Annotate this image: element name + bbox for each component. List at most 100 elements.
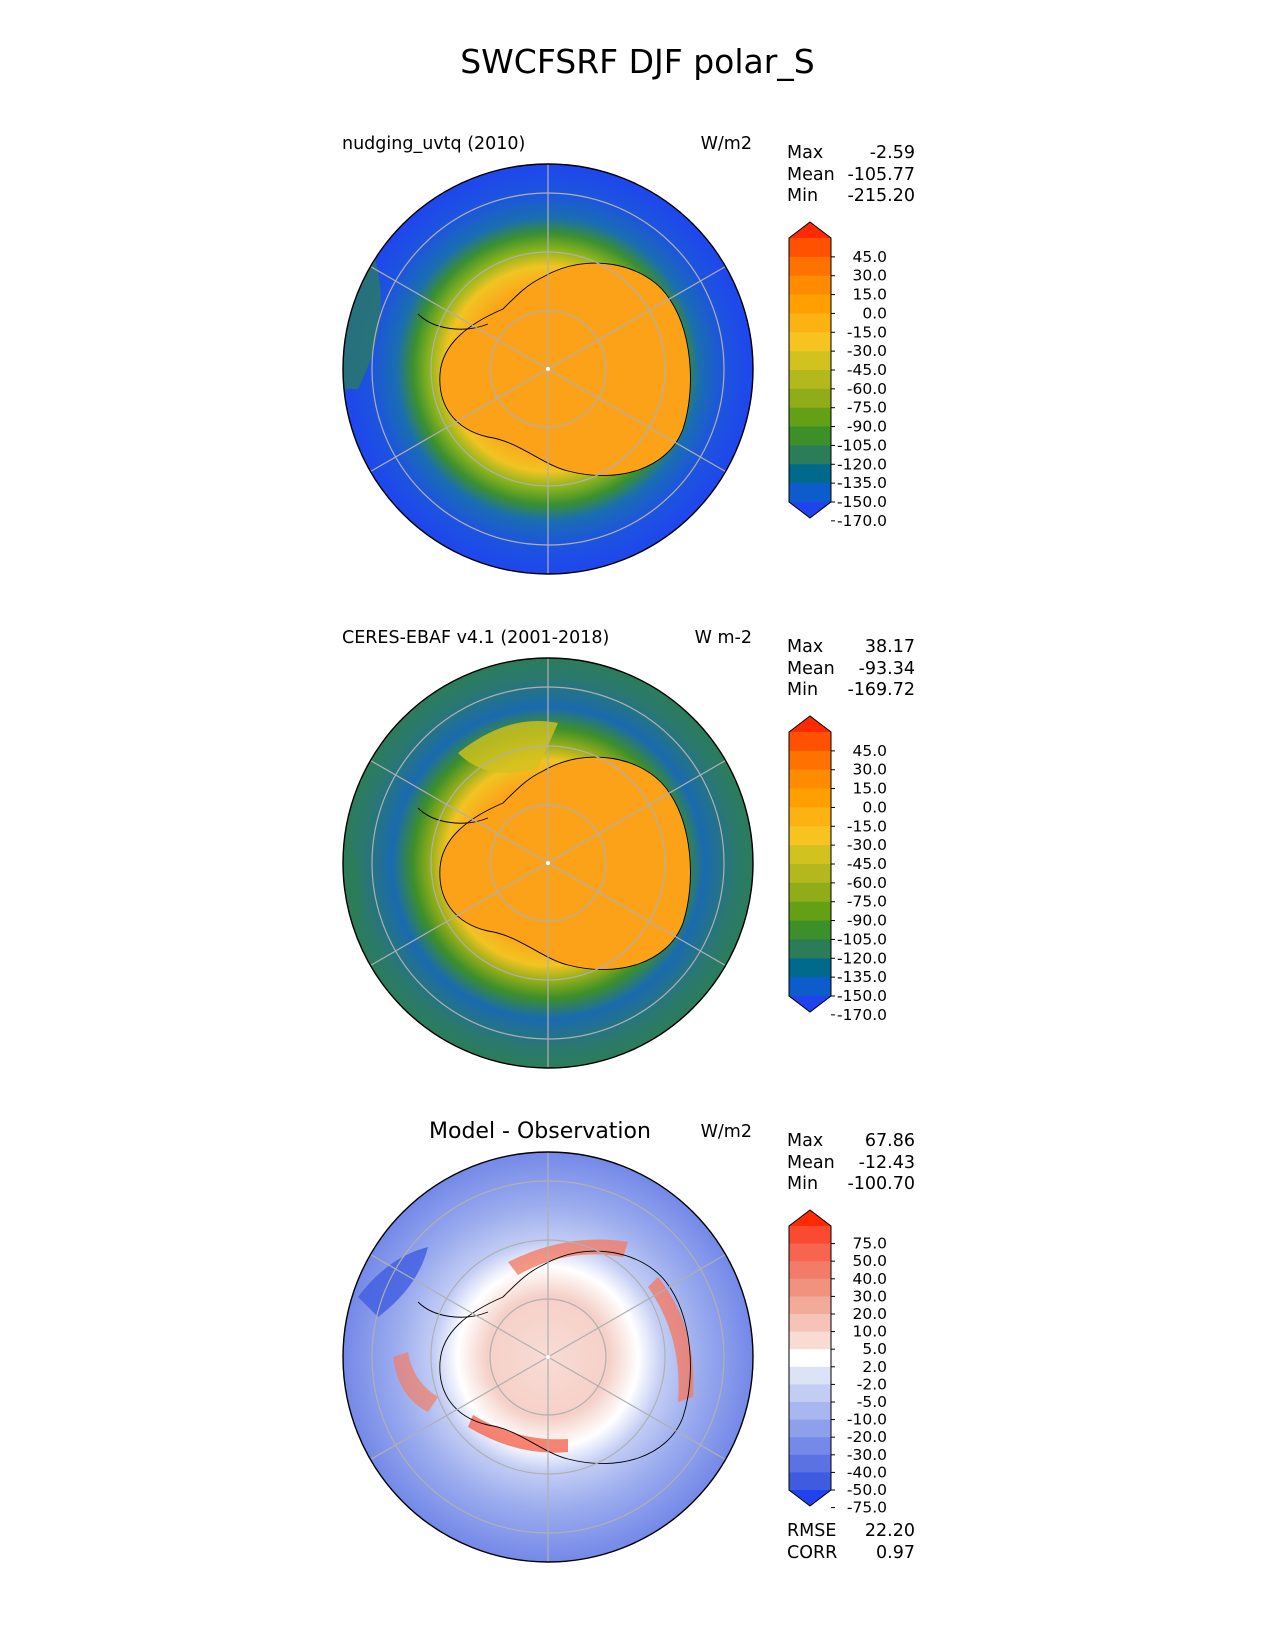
colorbar-block	[789, 445, 831, 465]
colorbar-block	[789, 1472, 831, 1491]
colorbar-block	[789, 483, 831, 503]
colorbar-extend-max	[789, 222, 831, 238]
colorbar-tick-label: -170.0	[837, 1006, 887, 1024]
colorbar-tick-label: -170.0	[837, 512, 887, 530]
stat-label: Mean	[787, 1152, 835, 1173]
map-boundary	[342, 1151, 754, 1563]
colorbar-tick-label: 30.0	[852, 1287, 887, 1305]
colorbar-tick-label: -75.0	[847, 893, 887, 911]
colorbar-tick-label: 0.0	[862, 304, 887, 322]
positive-anomaly-zone	[648, 1277, 694, 1402]
colorbar-tick-label: -20.0	[847, 1428, 887, 1446]
colorbar-block	[789, 1437, 831, 1456]
colorbar-tick-label: 20.0	[852, 1305, 887, 1323]
panel-3-stats: Max 67.86 Mean -12.43 Min -100.70	[787, 1131, 915, 1196]
colorbar-block	[789, 977, 831, 997]
colorbar-tick-label: 30.0	[852, 761, 887, 779]
colorbar-2: 45.030.015.00.0-15.0-30.0-45.0-60.0-75.0…	[788, 715, 887, 1024]
stat-value: -105.77	[847, 164, 915, 185]
colorbar-extend-max	[789, 716, 831, 732]
colorbar-extend-min	[789, 996, 831, 1012]
panel-1-stats: Max -2.59 Mean -105.77 Min -215.20	[787, 143, 915, 208]
antarctic-peninsula	[417, 1301, 489, 1318]
colorbar-block	[789, 238, 831, 258]
colorbar-tick-label: 15.0	[852, 780, 887, 798]
stat-value: -169.72	[847, 680, 915, 700]
colorbar-tick-label: -120.0	[837, 949, 887, 967]
stat-label: Mean	[787, 164, 835, 185]
metric-label: RMSE	[787, 1521, 837, 1541]
colorbar-extend-max	[789, 1210, 831, 1226]
colorbar-tick-label: -135.0	[837, 968, 887, 986]
antarctic-peninsula	[417, 313, 489, 330]
colorbar-block	[789, 882, 831, 903]
stat-label: Max	[787, 637, 824, 657]
panel-2-title: CERES-EBAF v4.1 (2001-2018)	[342, 628, 610, 648]
panel-3-title: Model - Observation	[429, 1119, 651, 1144]
colorbar-block	[789, 1366, 831, 1385]
colorbar-block	[789, 1261, 831, 1280]
colorbar-block	[789, 1349, 831, 1368]
positive-anomaly-zone	[468, 1415, 568, 1453]
colorbar-tick-label: -150.0	[837, 987, 887, 1005]
colorbar-tick-label: -10.0	[847, 1411, 887, 1429]
colorbar-block	[789, 845, 831, 865]
colorbar-tick-label: 30.0	[852, 267, 887, 285]
colorbar-block	[789, 275, 831, 296]
colorbar-block	[789, 294, 831, 315]
colorbar-block	[789, 826, 831, 846]
colorbar-block	[789, 901, 831, 922]
colorbar-block	[789, 313, 831, 333]
colorbar-block	[789, 388, 831, 409]
colorbar-block	[789, 788, 831, 809]
colorbar-tick-label: -30.0	[847, 342, 887, 360]
colorbar-tick-label: -135.0	[837, 474, 887, 492]
colorbar-tick-label: 0.0	[862, 798, 887, 816]
pole-marker	[546, 861, 550, 865]
colorbar-block	[789, 864, 831, 884]
negative-anomaly-zone	[358, 1247, 428, 1317]
pole-marker	[546, 367, 550, 371]
panel-2-stats: Max 38.17 Mean -93.34 Min -169.72	[787, 637, 915, 702]
positive-anomaly-zone	[393, 1352, 438, 1412]
colorbar-block	[789, 1243, 831, 1262]
colorbar-tick-label: 45.0	[852, 248, 887, 266]
colorbar-tick-label: 15.0	[852, 286, 887, 304]
stat-value: -12.43	[858, 1152, 915, 1173]
colorbar-block	[789, 1331, 831, 1350]
metric-value: 0.97	[876, 1542, 915, 1563]
stat-label: Mean	[787, 658, 835, 679]
colorbar-tick-label: 2.0	[862, 1358, 887, 1376]
stat-value: -100.70	[847, 1174, 915, 1194]
colorbar-block	[789, 1296, 831, 1315]
stat-label: Min	[787, 1174, 819, 1194]
coastal-band	[458, 721, 558, 773]
colorbar-block	[789, 464, 831, 484]
colorbar-block	[789, 750, 831, 771]
colorbar-block	[789, 1402, 831, 1421]
colorbar-tick-label: -15.0	[847, 323, 887, 341]
metric-value: 22.20	[864, 1521, 915, 1541]
stat-value: 67.86	[864, 1131, 915, 1151]
metric-label: CORR	[787, 1542, 838, 1563]
colorbar-tick-label: -50.0	[847, 1481, 887, 1499]
colorbar-tick-label: -40.0	[847, 1463, 887, 1481]
colorbar-block	[789, 1454, 831, 1473]
colorbar-tick-label: 45.0	[852, 742, 887, 760]
colorbar-block	[789, 920, 831, 941]
colorbar-extend-min	[789, 1490, 831, 1506]
colorbar-tick-label: -45.0	[847, 855, 887, 873]
colorbar-block	[789, 1384, 831, 1403]
colorbar-block	[789, 1419, 831, 1438]
positive-anomaly-zone	[508, 1239, 628, 1275]
colorbar-tick-label: -30.0	[847, 1446, 887, 1464]
colorbar-tick-label: -30.0	[847, 836, 887, 854]
colorbar-block	[789, 769, 831, 790]
colorbar-block	[789, 426, 831, 447]
stat-label: Max	[787, 1131, 824, 1151]
polar-map-2	[342, 657, 754, 1069]
colorbar-tick-label: -60.0	[847, 380, 887, 398]
stat-value: 38.17	[864, 637, 915, 657]
panel-1-title: nudging_uvtq (2010)	[342, 134, 526, 154]
colorbar-tick-label: -90.0	[847, 418, 887, 436]
